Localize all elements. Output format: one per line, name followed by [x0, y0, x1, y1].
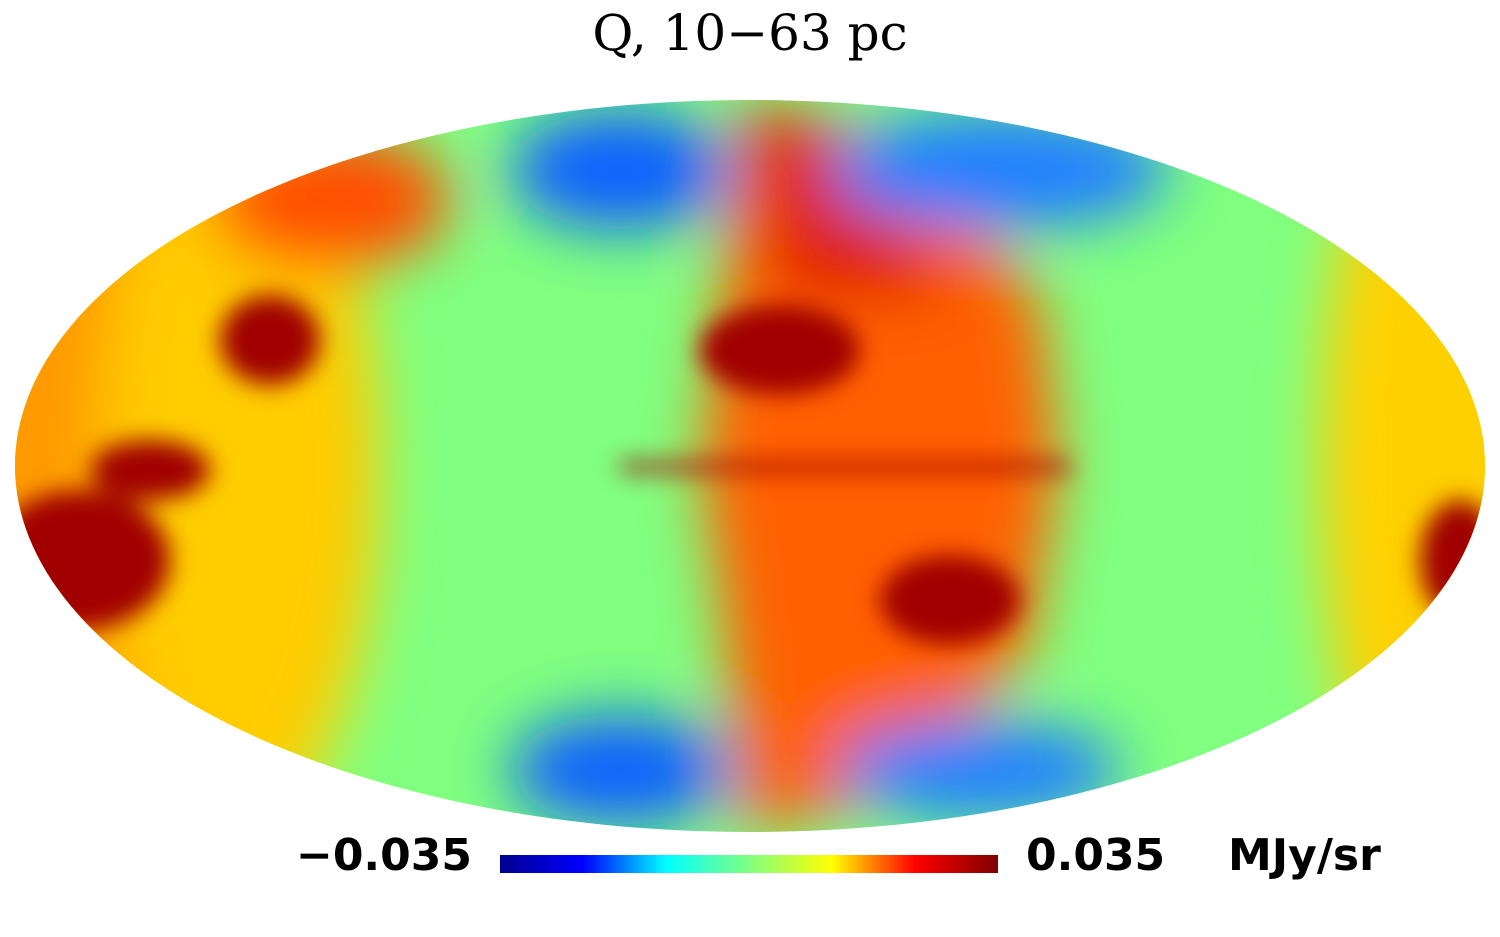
- colorbar-tick-label: 0.035: [1026, 830, 1165, 881]
- colorbar-unit: MJy/sr: [1228, 830, 1381, 881]
- map-title: Q, 10−63 pc: [592, 4, 907, 62]
- colorbar: [500, 855, 998, 873]
- colorbar-tick-label: −0.035: [296, 830, 472, 881]
- mollweide-map: [15, 100, 1485, 832]
